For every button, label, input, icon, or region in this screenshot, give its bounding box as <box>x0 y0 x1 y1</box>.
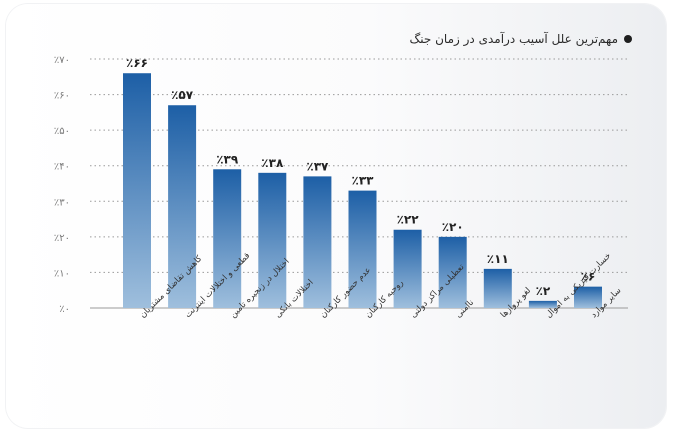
data-label: ٪۳۸ <box>261 156 284 170</box>
y-tick-label: ٪۱۰ <box>54 268 70 279</box>
bar <box>348 190 377 308</box>
y-tick-label: ٪۶۰ <box>54 91 70 102</box>
chart-title-row: مهم‌ترین علل آسیب درآمدی در زمان جنگ <box>410 32 632 46</box>
bar <box>213 169 242 308</box>
bar <box>303 176 332 308</box>
y-tick-label: ٪۰ <box>59 304 70 315</box>
data-label: ٪۳۹ <box>216 152 239 166</box>
y-tick-label: ٪۳۰ <box>54 197 70 208</box>
y-tick-label: ٪۲۰ <box>54 233 70 244</box>
bar <box>123 73 151 308</box>
data-label: ٪۶ <box>581 270 596 284</box>
y-tick-label: ٪۷۰ <box>54 55 70 66</box>
data-label: ٪۱۱ <box>487 252 509 266</box>
data-label: ٪۲۲ <box>397 213 420 227</box>
bar <box>483 268 512 308</box>
bar <box>168 105 197 308</box>
bar <box>574 286 602 308</box>
y-tick-label: ٪۴۰ <box>54 162 70 173</box>
data-label: ٪۲۰ <box>442 220 464 234</box>
bar <box>258 172 287 308</box>
chart-title: مهم‌ترین علل آسیب درآمدی در زمان جنگ <box>409 32 618 46</box>
data-label: ٪۶۶ <box>126 56 148 70</box>
data-label: ٪۵۷ <box>171 88 194 102</box>
data-label: ٪۳۷ <box>306 159 329 173</box>
data-label: ٪۲ <box>536 284 551 298</box>
bar <box>438 236 467 308</box>
bar <box>528 300 557 308</box>
chart-card <box>6 4 666 428</box>
bullet-icon <box>624 35 632 43</box>
bar <box>393 229 422 308</box>
y-tick-label: ٪۵۰ <box>54 126 70 137</box>
data-label: ٪۳۳ <box>352 174 375 188</box>
